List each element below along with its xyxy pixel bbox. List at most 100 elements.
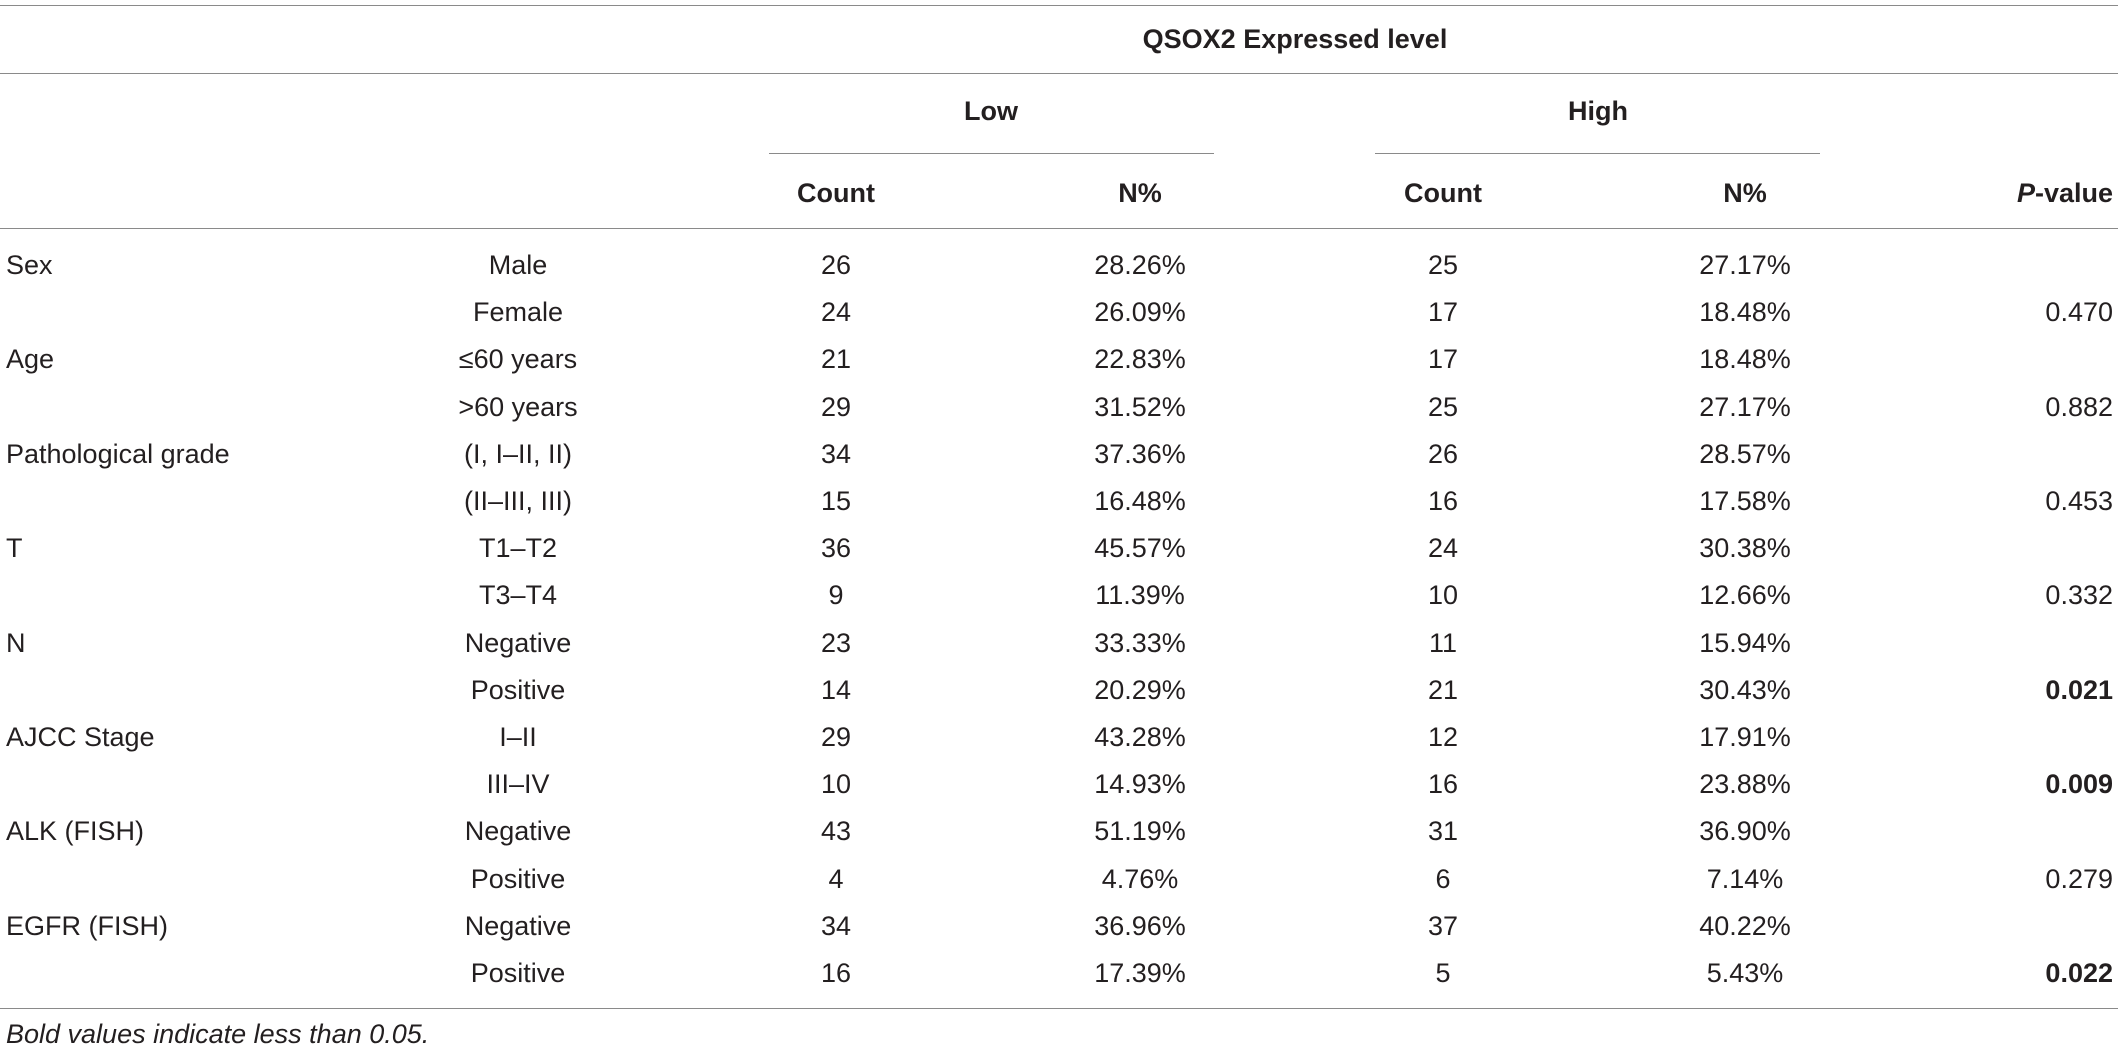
low-count-cell: 29: [820, 722, 852, 752]
high-count-cell: 17: [1427, 297, 1459, 327]
low-percent-cell: 43.28%: [1094, 722, 1186, 752]
low-count-cell: 16: [820, 958, 852, 988]
variable-cell: N: [6, 628, 26, 658]
high-percent-cell: 36.90%: [1699, 816, 1791, 846]
high-span-rule: [1375, 153, 1820, 154]
high-percent-cell: 17.91%: [1699, 722, 1791, 752]
high-percent-cell: 7.14%: [1706, 864, 1784, 894]
pvalue-header-suffix: -value: [2034, 178, 2113, 208]
low-count-cell: 29: [820, 392, 852, 422]
top-rule: [0, 5, 2118, 6]
level-cell: (I, I–II, II): [463, 439, 573, 469]
low-group-header: Low: [964, 96, 1018, 126]
pvalue-header-italic: P: [2016, 178, 2035, 208]
high-percent-cell: 28.57%: [1699, 439, 1791, 469]
low-percent-cell: 45.57%: [1094, 533, 1186, 563]
group-header-rule: [0, 73, 2118, 74]
low-count-cell: 4: [828, 864, 844, 894]
level-cell: Male: [488, 250, 548, 280]
high-percent-cell: 12.66%: [1699, 580, 1791, 610]
table-footnote: Bold values indicate less than 0.05.: [6, 1019, 430, 1049]
low-count-cell: 24: [820, 297, 852, 327]
low-percent-cell: 17.39%: [1094, 958, 1186, 988]
high-percent-cell: 5.43%: [1706, 958, 1784, 988]
high-count-cell: 10: [1427, 580, 1459, 610]
low-percent-cell: 20.29%: [1094, 675, 1186, 705]
high-percent-cell: 23.88%: [1699, 769, 1791, 799]
pvalue-cell: 0.332: [2045, 580, 2113, 610]
level-cell: T3–T4: [478, 580, 558, 610]
low-count-header: Count: [797, 178, 875, 208]
level-cell: Negative: [464, 911, 572, 941]
high-count-cell: 6: [1435, 864, 1451, 894]
level-cell: T1–T2: [478, 533, 558, 563]
variable-cell: T: [6, 533, 23, 563]
variable-cell: EGFR (FISH): [6, 911, 168, 941]
level-cell: Female: [472, 297, 564, 327]
low-percent-cell: 16.48%: [1094, 486, 1186, 516]
high-count-cell: 17: [1427, 344, 1459, 374]
pvalue-cell: 0.279: [2045, 864, 2113, 894]
low-count-cell: 36: [820, 533, 852, 563]
low-percent-cell: 14.93%: [1094, 769, 1186, 799]
variable-cell: ALK (FISH): [6, 816, 145, 846]
low-percent-cell: 36.96%: [1094, 911, 1186, 941]
low-percent-cell: 31.52%: [1094, 392, 1186, 422]
level-cell: >60 years: [458, 392, 578, 422]
pvalue-header: P-value: [2017, 176, 2113, 210]
low-percent-cell: 28.26%: [1094, 250, 1186, 280]
high-count-cell: 11: [1428, 628, 1458, 658]
low-count-cell: 43: [820, 816, 852, 846]
pvalue-cell: 0.882: [2045, 392, 2113, 422]
low-percent-cell: 22.83%: [1094, 344, 1186, 374]
high-percent-cell: 30.38%: [1699, 533, 1791, 563]
high-count-header: Count: [1404, 178, 1482, 208]
variable-cell: AJCC Stage: [6, 722, 155, 752]
high-count-cell: 21: [1427, 675, 1459, 705]
level-cell: III–IV: [486, 769, 550, 799]
low-count-cell: 26: [820, 250, 852, 280]
pvalue-cell: 0.009: [2045, 769, 2113, 799]
low-percent-header: N%: [1118, 178, 1162, 208]
group-title: QSOX2 Expressed level: [1142, 24, 1448, 54]
low-count-cell: 15: [820, 486, 852, 516]
variable-cell: Age: [6, 344, 55, 374]
variable-cell: Pathological grade: [6, 439, 230, 469]
low-count-cell: 9: [828, 580, 844, 610]
high-group-header: High: [1568, 96, 1628, 126]
high-count-cell: 25: [1427, 250, 1459, 280]
low-count-cell: 21: [820, 344, 852, 374]
high-percent-cell: 30.43%: [1699, 675, 1791, 705]
high-percent-cell: 18.48%: [1699, 344, 1791, 374]
column-header-rule: [0, 228, 2118, 229]
low-count-cell: 10: [820, 769, 852, 799]
pvalue-cell: 0.453: [2045, 486, 2113, 516]
high-percent-cell: 27.17%: [1699, 250, 1791, 280]
low-percent-cell: 26.09%: [1094, 297, 1186, 327]
high-count-cell: 37: [1427, 911, 1459, 941]
low-count-cell: 14: [820, 675, 852, 705]
pvalue-cell: 0.021: [2045, 675, 2113, 705]
pvalue-cell: 0.470: [2045, 297, 2113, 327]
high-percent-cell: 27.17%: [1699, 392, 1791, 422]
low-count-cell: 23: [820, 628, 852, 658]
level-cell: Negative: [464, 628, 572, 658]
low-percent-cell: 51.19%: [1094, 816, 1186, 846]
level-cell: ≤60 years: [458, 344, 578, 374]
high-count-cell: 16: [1427, 769, 1459, 799]
level-cell: Positive: [470, 958, 566, 988]
bottom-rule: [0, 1008, 2118, 1009]
low-percent-cell: 37.36%: [1094, 439, 1186, 469]
high-percent-header: N%: [1723, 178, 1767, 208]
high-count-cell: 25: [1427, 392, 1459, 422]
high-percent-cell: 18.48%: [1699, 297, 1791, 327]
high-percent-cell: 40.22%: [1699, 911, 1791, 941]
high-count-cell: 5: [1435, 958, 1451, 988]
high-percent-cell: 17.58%: [1699, 486, 1791, 516]
low-span-rule: [769, 153, 1214, 154]
low-percent-cell: 11.39%: [1095, 580, 1185, 610]
level-cell: Positive: [470, 864, 566, 894]
level-cell: Negative: [464, 816, 572, 846]
level-cell: Positive: [470, 675, 566, 705]
